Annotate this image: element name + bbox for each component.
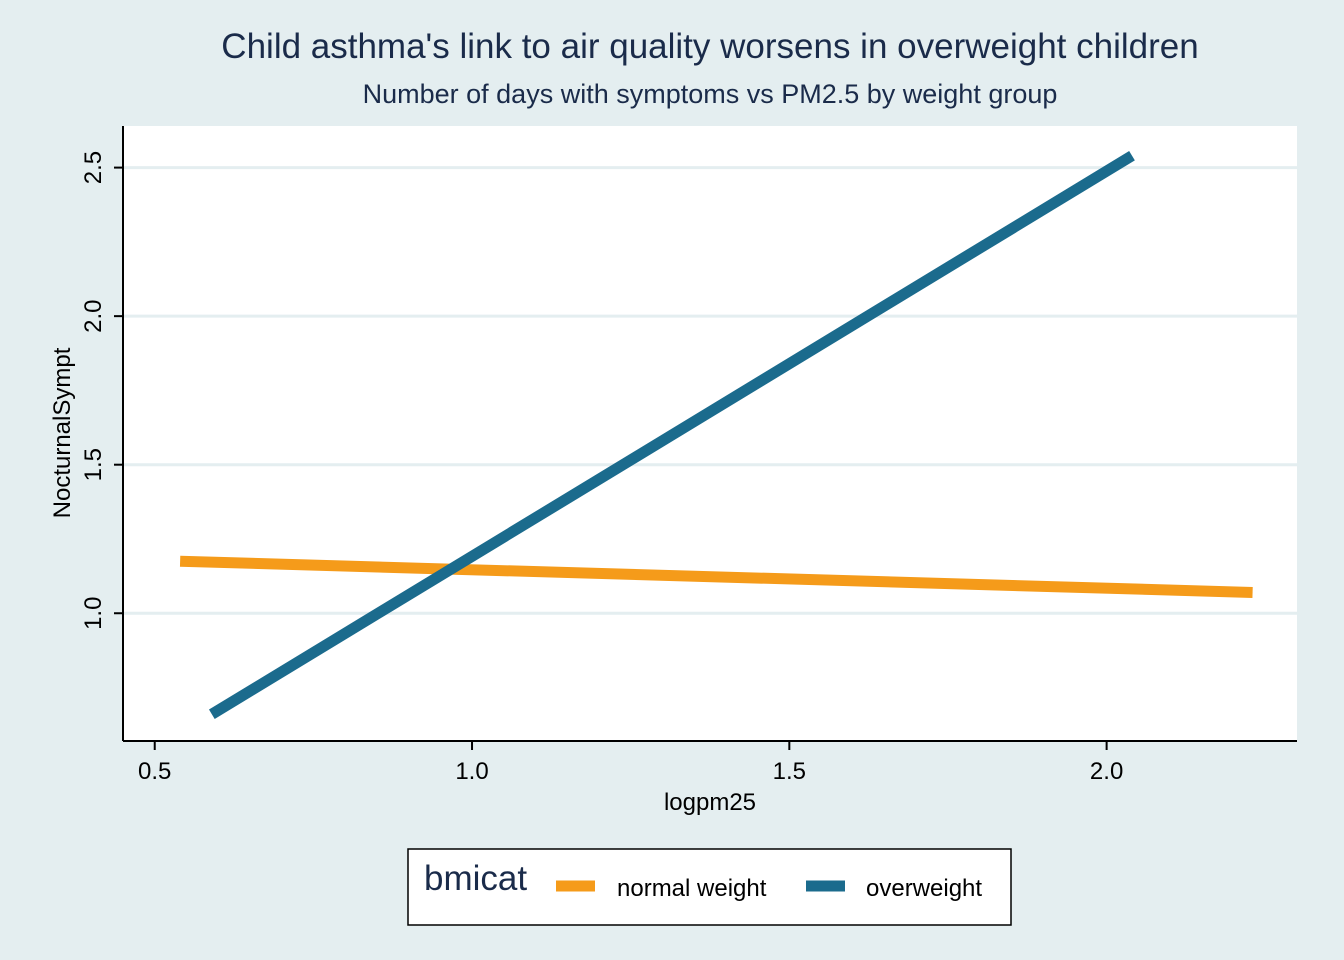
y-tick-label: 1.0 (80, 597, 107, 630)
x-axis-label: logpm25 (664, 789, 756, 816)
series-line-normal-weight (179, 555, 1253, 598)
x-tick-label: 0.5 (138, 758, 171, 785)
x-axis-ticks: 0.5 1.0 1.5 2.0 (138, 741, 1123, 785)
legend-label-normal-weight: normal weight (617, 875, 767, 902)
x-tick-label: 1.0 (455, 758, 488, 785)
y-tick-label: 2.0 (80, 299, 107, 332)
y-tick-label: 2.5 (80, 151, 107, 184)
plot-area (123, 126, 1297, 741)
legend-items: normal weight overweight (556, 875, 982, 902)
chart-title: Child asthma's link to air quality worse… (221, 27, 1198, 66)
legend-label-overweight: overweight (866, 875, 982, 902)
chart-subtitle: Number of days with symptoms vs PM2.5 by… (363, 79, 1058, 109)
legend: bmicat normal weight overweight (407, 848, 1012, 926)
x-tick-label: 1.5 (773, 758, 806, 785)
x-tick-label: 2.0 (1090, 758, 1123, 785)
series-lines (179, 151, 1253, 719)
y-axis-ticks: 1.0 1.5 2.0 2.5 (80, 151, 123, 630)
y-tick-label: 1.5 (80, 448, 107, 481)
legend-title: bmicat (424, 859, 527, 898)
series-line-overweight (208, 151, 1135, 719)
legend-box (407, 848, 1012, 926)
grid-lines (123, 166, 1297, 615)
y-axis-label: NocturnalSympt (49, 347, 76, 518)
